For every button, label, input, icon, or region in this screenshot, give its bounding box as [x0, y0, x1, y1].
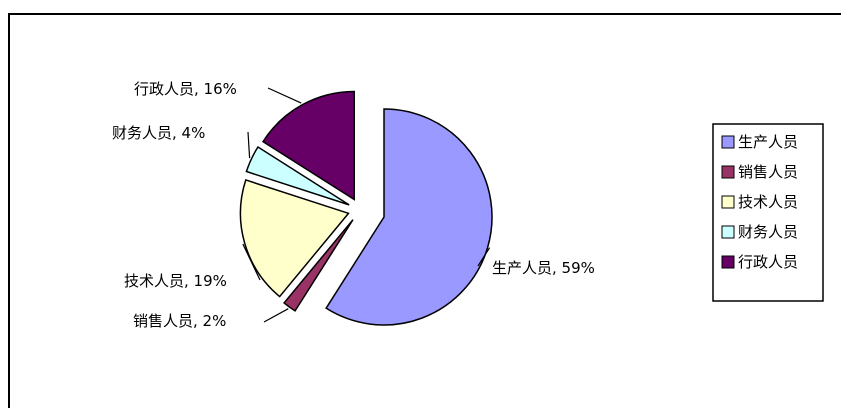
legend-swatch-4: [721, 225, 735, 239]
data-label-3: 技术人员, 19%: [124, 272, 227, 290]
data-label-2: 销售人员, 2%: [133, 312, 226, 330]
data-label-1: 生产人员, 59%: [492, 259, 595, 277]
leader-line-1: [477, 247, 491, 267]
legend-swatch-1: [721, 135, 735, 149]
legend-box: [712, 123, 824, 302]
legend-swatch-5: [721, 255, 735, 269]
data-label-5: 行政人员, 16%: [134, 80, 237, 98]
pie-slice-1: [325, 108, 493, 326]
legend-label-1: 生产人员: [738, 133, 798, 151]
legend-swatch-3: [721, 195, 735, 209]
leader-line-5: [267, 87, 302, 104]
pie-slice-3: [239, 179, 350, 298]
pie-slice-4: [245, 145, 350, 206]
leader-line-2: [263, 308, 289, 323]
data-labels: 生产人员, 59% 销售人员, 2% 技术人员, 19% 财务人员, 4% 行政人员, …: [112, 80, 595, 330]
pie-slice-2: [283, 219, 354, 312]
pie-slices: [239, 90, 493, 326]
data-label-4: 财务人员, 4%: [112, 124, 205, 142]
leader-line-4: [247, 131, 251, 159]
legend-label-2: 销售人员: [738, 163, 798, 181]
legend-label-4: 财务人员: [738, 223, 798, 241]
leader-lines: [242, 87, 491, 323]
legend-label-5: 行政人员: [738, 253, 798, 271]
leader-line-3: [242, 243, 261, 281]
legend-swatch-2: [721, 165, 735, 179]
legend-label-3: 技术人员: [738, 193, 798, 211]
pie-slice-5: [261, 90, 355, 201]
